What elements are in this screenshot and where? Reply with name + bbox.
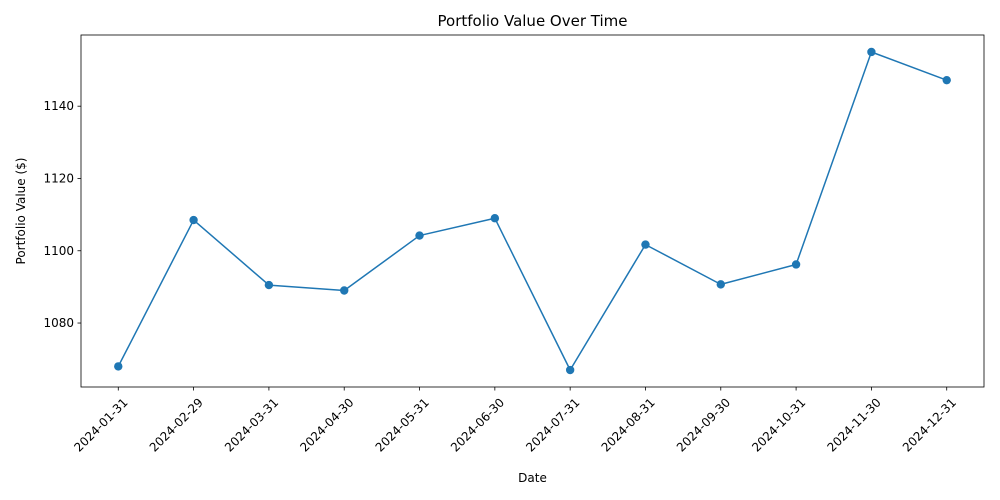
y-tick-label: 1140 (43, 99, 74, 113)
data-point (716, 280, 725, 289)
data-point (942, 75, 951, 85)
data-point (490, 214, 500, 223)
series-line (117, 51, 947, 371)
data-point (867, 47, 876, 57)
data-point (189, 215, 198, 225)
y-tick-label: 1080 (43, 316, 74, 330)
data-point (415, 231, 424, 240)
y-tick-label: 1100 (43, 244, 74, 258)
chart-title: Portfolio Value Over Time (438, 12, 628, 30)
data-point (114, 362, 123, 371)
y-axis-label: Portfolio Value ($) (14, 158, 28, 265)
data-point (340, 286, 349, 295)
data-point (264, 280, 274, 290)
data-point (791, 260, 801, 269)
plot-frame (80, 34, 985, 388)
x-axis-label: Date (518, 471, 547, 485)
data-point (641, 240, 650, 249)
y-tick-label: 1120 (43, 171, 74, 185)
data-point (565, 365, 575, 375)
